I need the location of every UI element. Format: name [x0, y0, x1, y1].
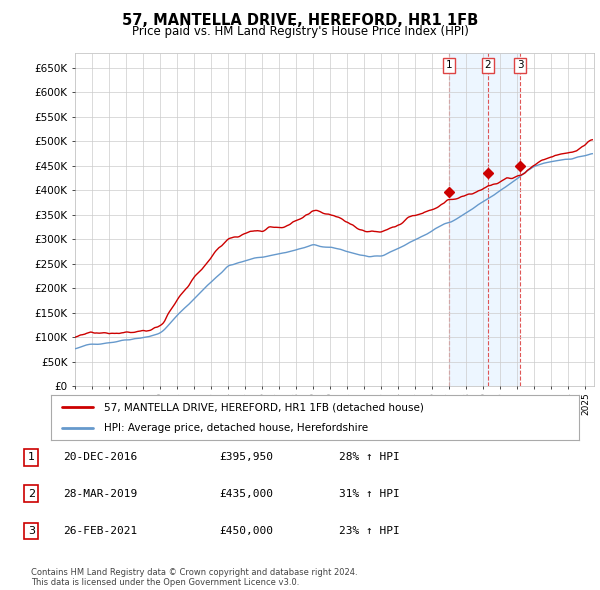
- Text: 57, MANTELLA DRIVE, HEREFORD, HR1 1FB: 57, MANTELLA DRIVE, HEREFORD, HR1 1FB: [122, 13, 478, 28]
- Text: 2: 2: [28, 489, 35, 499]
- Text: 57, MANTELLA DRIVE, HEREFORD, HR1 1FB (detached house): 57, MANTELLA DRIVE, HEREFORD, HR1 1FB (d…: [104, 402, 424, 412]
- Text: Price paid vs. HM Land Registry's House Price Index (HPI): Price paid vs. HM Land Registry's House …: [131, 25, 469, 38]
- Text: 3: 3: [28, 526, 35, 536]
- Text: £450,000: £450,000: [219, 526, 273, 536]
- Text: 3: 3: [517, 60, 523, 70]
- Text: 20-DEC-2016: 20-DEC-2016: [63, 453, 137, 462]
- Text: 28-MAR-2019: 28-MAR-2019: [63, 489, 137, 499]
- Text: 2: 2: [484, 60, 491, 70]
- Text: 23% ↑ HPI: 23% ↑ HPI: [339, 526, 400, 536]
- Text: 26-FEB-2021: 26-FEB-2021: [63, 526, 137, 536]
- Text: Contains HM Land Registry data © Crown copyright and database right 2024.
This d: Contains HM Land Registry data © Crown c…: [31, 568, 358, 587]
- Text: 1: 1: [28, 453, 35, 462]
- Text: 1: 1: [446, 60, 452, 70]
- Text: 28% ↑ HPI: 28% ↑ HPI: [339, 453, 400, 462]
- Text: 31% ↑ HPI: 31% ↑ HPI: [339, 489, 400, 499]
- Text: HPI: Average price, detached house, Herefordshire: HPI: Average price, detached house, Here…: [104, 422, 368, 432]
- Bar: [449, 53, 520, 386]
- Text: £395,950: £395,950: [219, 453, 273, 462]
- Text: £435,000: £435,000: [219, 489, 273, 499]
